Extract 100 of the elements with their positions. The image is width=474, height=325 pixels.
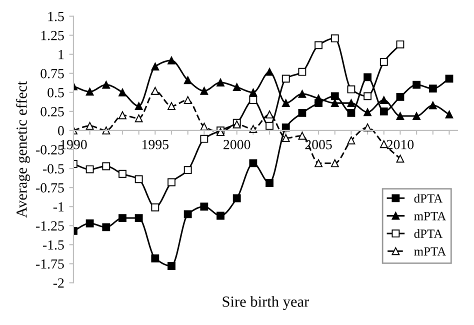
point bbox=[184, 76, 192, 84]
point bbox=[396, 93, 404, 101]
point bbox=[396, 112, 404, 120]
point bbox=[249, 159, 258, 168]
point bbox=[364, 73, 372, 82]
point bbox=[282, 123, 290, 132]
point bbox=[282, 74, 290, 83]
point bbox=[298, 132, 306, 140]
point bbox=[330, 159, 339, 168]
y-tick-label: 0.75 bbox=[40, 68, 64, 78]
legend-label: mPTA bbox=[414, 212, 446, 220]
point bbox=[347, 136, 356, 144]
point bbox=[102, 223, 110, 232]
point bbox=[151, 203, 160, 212]
point bbox=[364, 92, 372, 100]
point bbox=[232, 194, 241, 202]
point bbox=[364, 108, 372, 116]
y-axis-title: Average genetic effect bbox=[16, 81, 30, 218]
point bbox=[347, 108, 356, 117]
x-tick-label: 2005 bbox=[305, 140, 332, 150]
point bbox=[184, 210, 192, 218]
x-tick-label: 2010 bbox=[386, 140, 414, 150]
point bbox=[266, 179, 274, 187]
point bbox=[380, 96, 388, 104]
point bbox=[151, 86, 160, 95]
point bbox=[118, 111, 126, 120]
point bbox=[249, 96, 258, 104]
x-tick-label: 1995 bbox=[142, 140, 169, 150]
y-tick-label: -2 bbox=[53, 278, 64, 288]
point bbox=[200, 134, 208, 143]
point bbox=[330, 34, 339, 42]
point bbox=[428, 84, 437, 93]
point bbox=[168, 102, 176, 110]
x-tick-label: 2000 bbox=[224, 140, 250, 150]
legend-label: dPTA bbox=[414, 229, 443, 238]
y-tick-label: 0.25 bbox=[40, 107, 64, 116]
point bbox=[347, 99, 356, 108]
point bbox=[282, 134, 290, 142]
point bbox=[266, 122, 274, 130]
y-tick-label: 0 bbox=[58, 126, 64, 136]
y-tick-label: -1.5 bbox=[42, 240, 64, 250]
point bbox=[200, 202, 208, 211]
point bbox=[330, 99, 339, 108]
point bbox=[86, 165, 94, 174]
point bbox=[314, 94, 322, 102]
point bbox=[412, 80, 421, 89]
point bbox=[445, 74, 454, 83]
point bbox=[445, 110, 454, 118]
point bbox=[249, 124, 258, 133]
point bbox=[282, 99, 290, 108]
point bbox=[102, 162, 110, 170]
point bbox=[216, 212, 224, 220]
point bbox=[151, 62, 160, 70]
y-tick-label: 1.25 bbox=[41, 30, 64, 40]
y-tick-label: 0.5 bbox=[48, 88, 64, 98]
point bbox=[86, 122, 94, 130]
point bbox=[86, 88, 94, 96]
point bbox=[314, 159, 322, 168]
point bbox=[184, 166, 192, 174]
legend-label: mPTA bbox=[414, 247, 446, 256]
point bbox=[184, 96, 192, 104]
point bbox=[134, 175, 143, 184]
point bbox=[168, 262, 176, 270]
point bbox=[216, 78, 224, 86]
point bbox=[151, 254, 160, 262]
point bbox=[380, 58, 388, 66]
y-tick-label: -1.75 bbox=[36, 259, 64, 269]
point bbox=[118, 214, 126, 222]
point bbox=[168, 178, 176, 186]
point bbox=[102, 80, 110, 89]
y-tick-label: -1 bbox=[53, 202, 64, 212]
point bbox=[380, 107, 388, 116]
point bbox=[134, 214, 143, 222]
point bbox=[168, 56, 176, 64]
point bbox=[347, 85, 356, 94]
point bbox=[330, 92, 339, 100]
point bbox=[118, 88, 126, 96]
point bbox=[396, 40, 404, 48]
point bbox=[200, 86, 208, 95]
point bbox=[86, 219, 94, 228]
y-tick-label: 1.5 bbox=[48, 12, 64, 22]
point bbox=[118, 170, 126, 178]
point bbox=[134, 102, 143, 110]
point bbox=[314, 41, 322, 50]
point bbox=[396, 154, 404, 163]
y-tick-label: -0.75 bbox=[36, 183, 64, 193]
point bbox=[412, 112, 421, 120]
point bbox=[232, 83, 241, 92]
point bbox=[134, 114, 143, 122]
point bbox=[266, 68, 274, 76]
y-tick-label: -1.25 bbox=[36, 221, 64, 231]
point bbox=[428, 101, 437, 110]
y-tick-label: -0.5 bbox=[42, 164, 64, 174]
legend-label: dPTA bbox=[414, 194, 443, 203]
point bbox=[102, 126, 110, 134]
point bbox=[298, 90, 306, 98]
x-axis-title: Sire birth year bbox=[222, 296, 309, 310]
point bbox=[298, 108, 306, 117]
point bbox=[298, 68, 306, 76]
y-tick-label: 1 bbox=[58, 50, 64, 60]
